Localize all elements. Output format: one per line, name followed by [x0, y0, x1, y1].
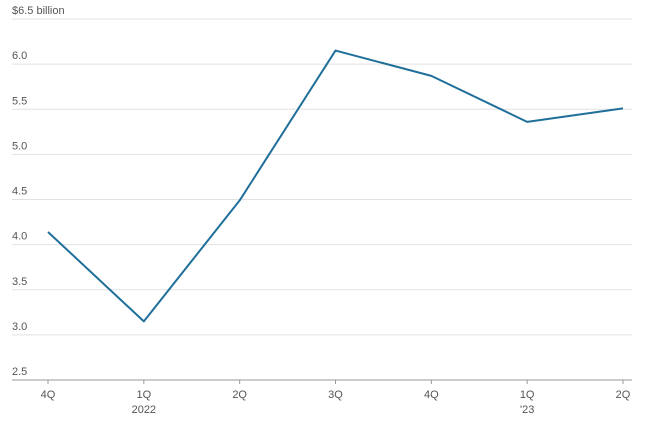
x-tick-label: 4Q — [424, 389, 439, 401]
x-year-label: 2022 — [132, 404, 156, 416]
y-tick-label: 6.0 — [12, 50, 27, 62]
x-tick-label: 3Q — [328, 389, 343, 401]
x-tick-label: 2Q — [616, 389, 631, 401]
x-tick-label: 1Q — [136, 389, 151, 401]
y-tick-label: 2.5 — [12, 366, 27, 378]
line-series — [47, 49, 624, 323]
x-year-label: '23 — [520, 404, 534, 416]
y-tick-label: 3.5 — [12, 276, 27, 288]
y-tick-label: 4.5 — [12, 186, 27, 198]
x-tick-label: 4Q — [41, 389, 56, 401]
y-tick-label: 4.0 — [12, 231, 27, 243]
y-tick-label: 5.0 — [12, 140, 27, 152]
y-tick-label: $6.5 billion — [12, 5, 65, 17]
y-tick-label: 3.0 — [12, 321, 27, 333]
x-tick-label: 1Q — [520, 389, 535, 401]
y-tick-label: 5.5 — [12, 95, 27, 107]
x-tick-label: 2Q — [232, 389, 247, 401]
